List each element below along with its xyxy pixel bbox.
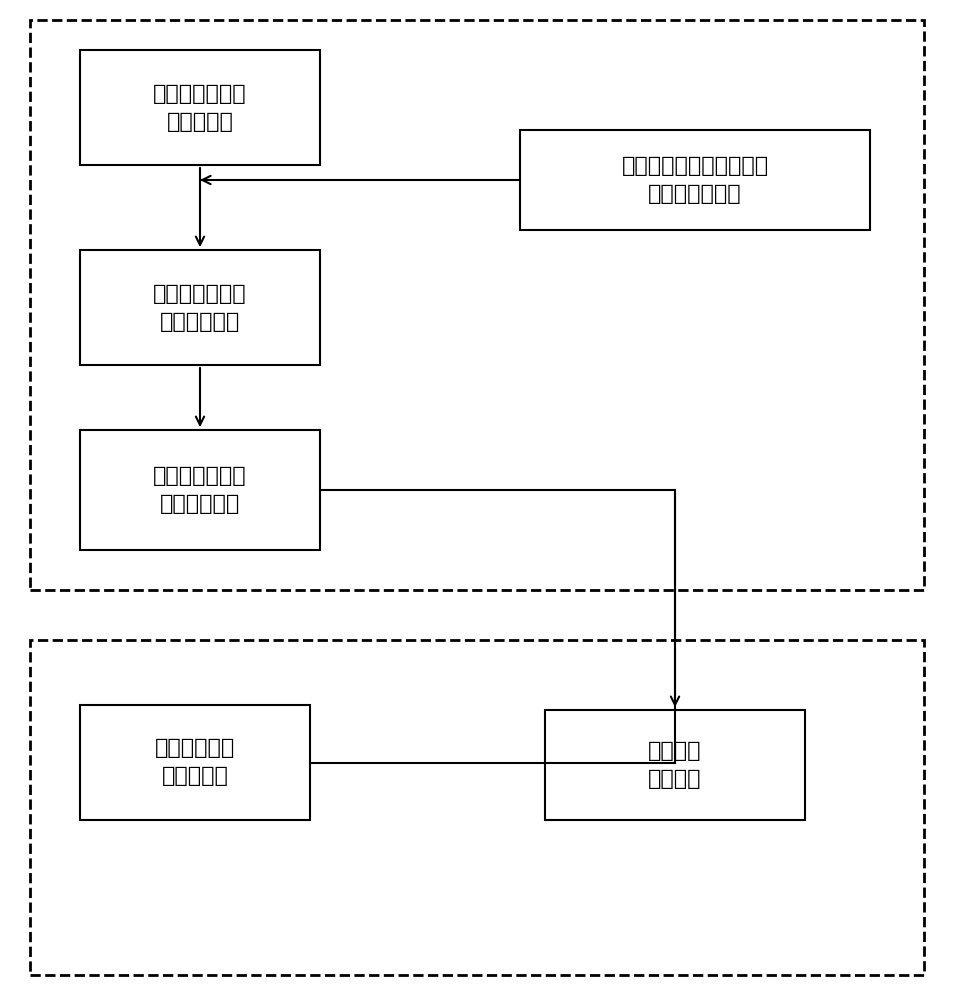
FancyBboxPatch shape	[80, 50, 319, 165]
FancyBboxPatch shape	[544, 710, 804, 820]
FancyBboxPatch shape	[80, 430, 319, 550]
Text: 计算获得
声源位置: 计算获得 声源位置	[648, 741, 701, 789]
Text: 利用移动最小二乘法建立
积分点的形函数: 利用移动最小二乘法建立 积分点的形函数	[620, 156, 768, 204]
Text: 构建求解声源位
置的系统方程: 构建求解声源位 置的系统方程	[153, 466, 247, 514]
Text: 求解封闭空间建
模的系统矩阵: 求解封闭空间建 模的系统矩阵	[153, 284, 247, 332]
FancyBboxPatch shape	[519, 130, 869, 230]
Bar	[30, 20, 923, 590]
Text: 布置单麦克风
拾取声信号: 布置单麦克风 拾取声信号	[154, 738, 234, 786]
Bar	[30, 640, 923, 975]
FancyBboxPatch shape	[80, 705, 310, 820]
Text: 将封闭空间用节
点进行离散: 将封闭空间用节 点进行离散	[153, 84, 247, 131]
FancyBboxPatch shape	[80, 250, 319, 365]
